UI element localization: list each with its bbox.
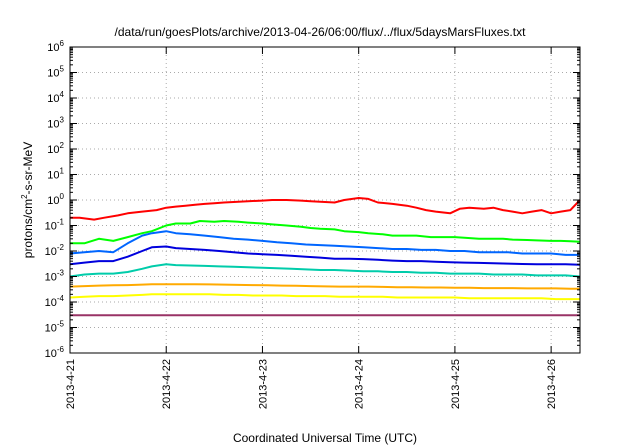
y-tick-label: 105 bbox=[47, 65, 64, 80]
flux-series-line-3 bbox=[69, 230, 580, 256]
x-tick-label: 2013-4-22 bbox=[161, 359, 173, 409]
x-axis-ticks: 2013-4-21 2013-4-22 2013-4-23 2013-4-24 2013… bbox=[65, 47, 558, 409]
x-tick-label: 2013-4-23 bbox=[257, 359, 269, 409]
x-tick-label: 2013-4-21 bbox=[65, 359, 77, 409]
y-tick-label: 102 bbox=[47, 141, 64, 156]
x-tick-label: 2013-4-26 bbox=[546, 359, 558, 409]
series-layer bbox=[69, 197, 581, 317]
y-tick-label: 101 bbox=[47, 167, 64, 182]
chart-title: /data/run/goesPlots/archive/2013-04-26/0… bbox=[115, 25, 527, 39]
y-tick-label: 10-4 bbox=[45, 294, 65, 309]
y-axis-label-main: protons/cm bbox=[21, 199, 35, 258]
y-axis-label-rest: -s-sr-MeV bbox=[21, 142, 35, 195]
y-tick-label: 10-3 bbox=[45, 269, 65, 284]
y-tick-label: 10-6 bbox=[45, 345, 65, 360]
y-tick-label: 106 bbox=[47, 39, 64, 54]
x-tick-label: 2013-4-24 bbox=[354, 359, 366, 409]
x-axis-label: Coordinated Universal Time (UTC) bbox=[233, 431, 417, 445]
flux-series-line-2 bbox=[70, 220, 581, 245]
flux-series-line-1 bbox=[70, 197, 581, 221]
y-axis-ticks: 10-6 10-5 10-4 10-3 10-2 10-1 100 101 102 103 104 1… bbox=[45, 39, 580, 360]
y-tick-label: 104 bbox=[47, 90, 64, 105]
y-tick-label: 10-5 bbox=[45, 320, 65, 335]
y-axis-label: protons/cm2-s-sr-MeV bbox=[20, 142, 35, 258]
flux-series-line-7 bbox=[69, 293, 580, 301]
flux-series-line-6 bbox=[69, 283, 580, 290]
y-axis-label-sup: 2 bbox=[20, 194, 29, 199]
y-tick-label: 10-1 bbox=[45, 218, 65, 233]
x-tick-label: 2013-4-25 bbox=[450, 359, 462, 409]
y-tick-label: 10-2 bbox=[45, 243, 65, 258]
y-tick-label: 103 bbox=[47, 116, 64, 131]
flux-series-line-4 bbox=[69, 245, 581, 266]
y-tick-label: 100 bbox=[47, 192, 64, 207]
flux-series-line-5 bbox=[69, 263, 581, 278]
grid-lines bbox=[70, 47, 580, 353]
